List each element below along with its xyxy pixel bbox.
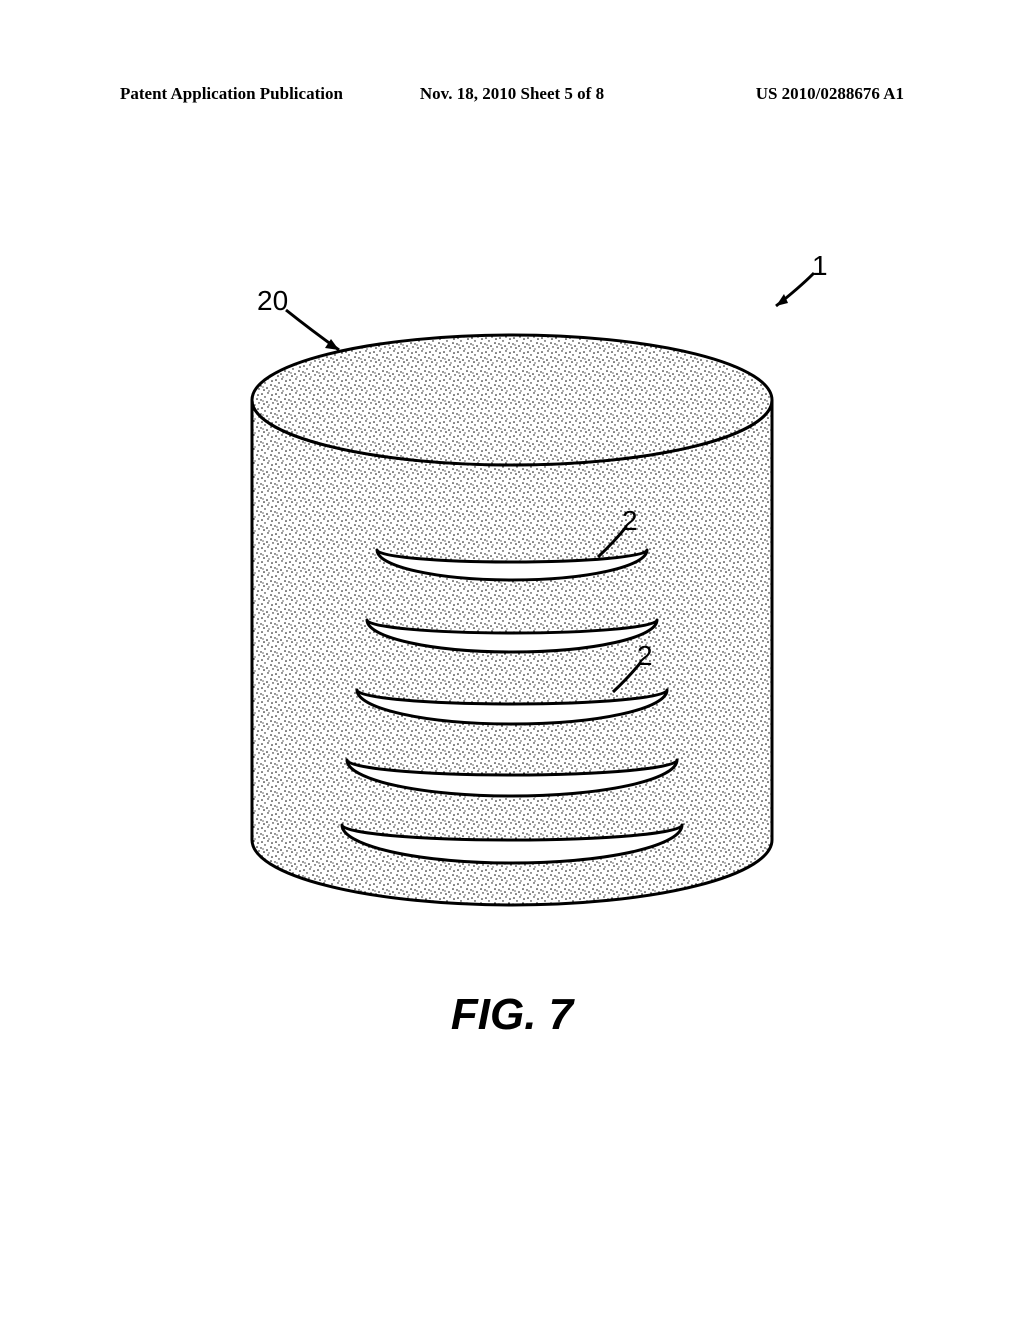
header-left-text: Patent Application Publication	[120, 84, 381, 104]
leader-line-2b	[605, 658, 655, 708]
header-right-text: US 2010/0288676 A1	[643, 84, 904, 104]
leader-arrow-1	[764, 268, 824, 318]
leader-arrow-20	[281, 305, 361, 365]
reference-label-2b: 2	[637, 640, 653, 672]
leader-line-2a	[590, 523, 640, 573]
reference-label-2a: 2	[622, 505, 638, 537]
page-header: Patent Application Publication Nov. 18, …	[120, 84, 904, 104]
cylinder-diagram	[162, 280, 862, 960]
figure-container: 1 20 2 2	[162, 280, 862, 960]
reference-label-20: 20	[257, 285, 288, 317]
header-center-text: Nov. 18, 2010 Sheet 5 of 8	[381, 84, 642, 104]
reference-label-1: 1	[812, 250, 828, 282]
figure-caption: FIG. 7	[451, 990, 573, 1040]
